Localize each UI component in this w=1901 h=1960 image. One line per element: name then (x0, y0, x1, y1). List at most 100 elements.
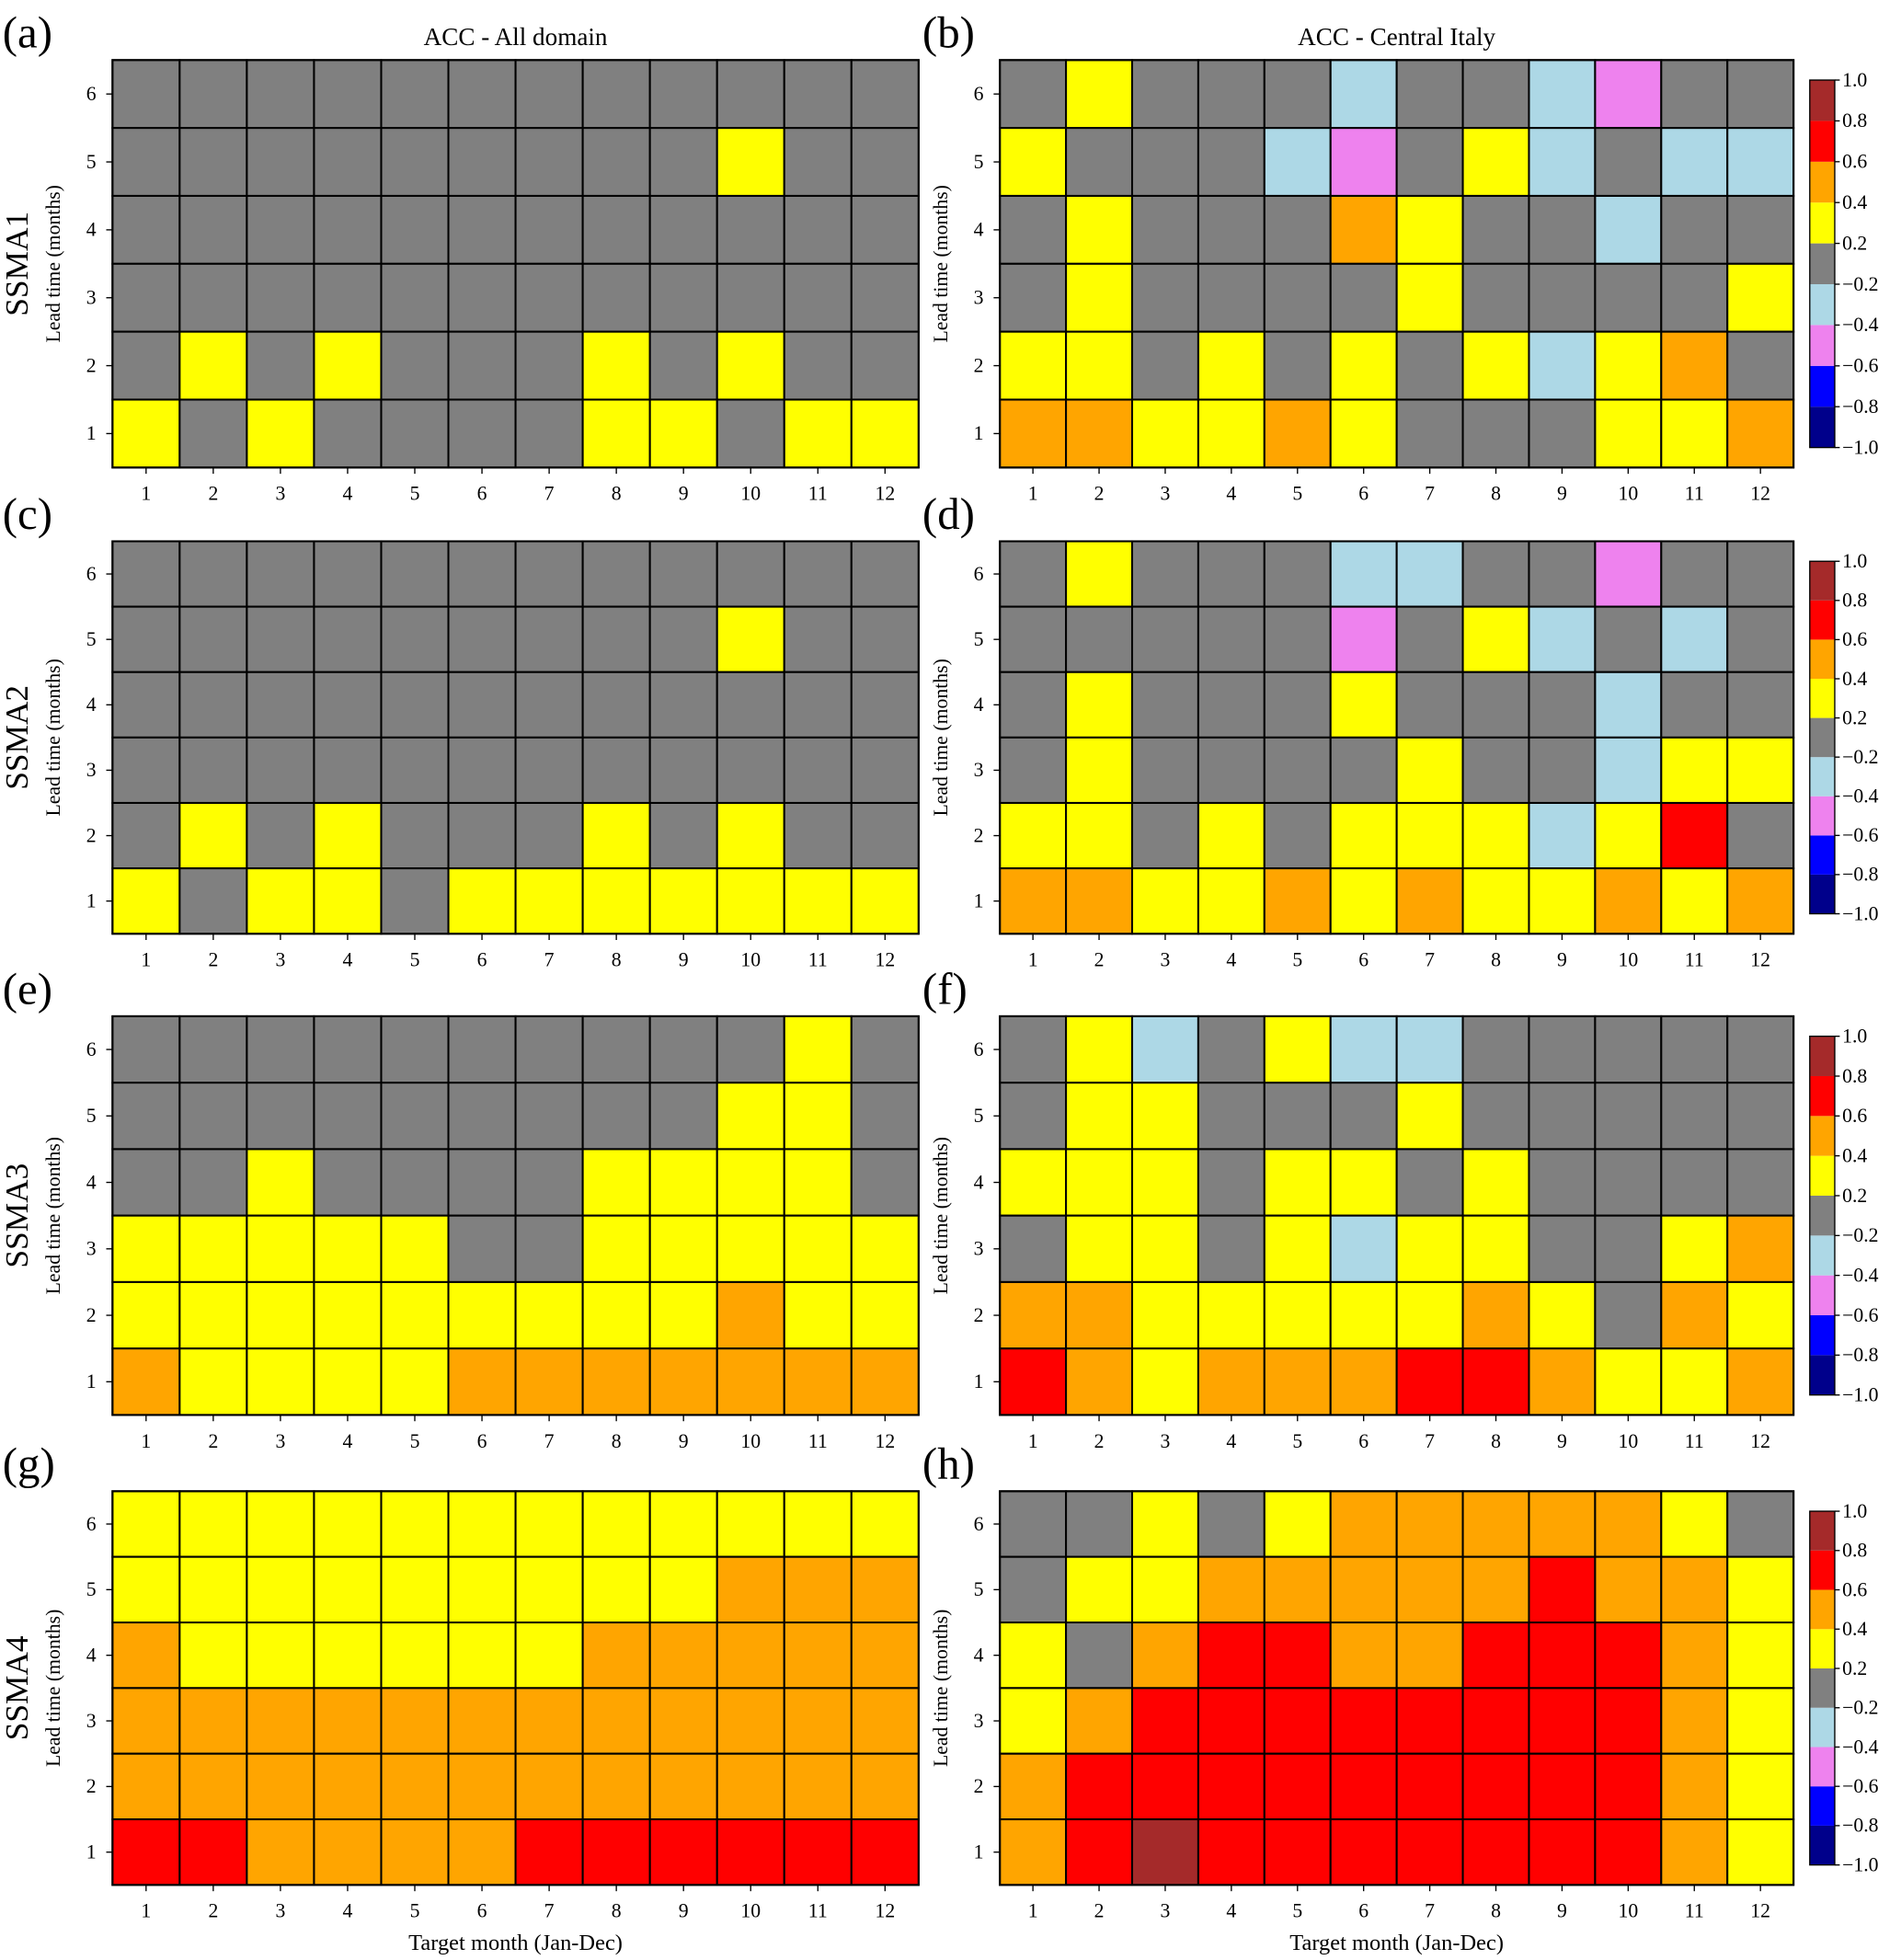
x-tick-label: 9 (1557, 1430, 1567, 1452)
heatmap-cell (783, 1214, 853, 1283)
heatmap-cell (111, 867, 181, 935)
heatmap-cell (111, 1490, 181, 1558)
x-tick-label: 11 (1685, 949, 1704, 971)
heatmap-cell (716, 1687, 785, 1755)
heatmap-cell (178, 398, 248, 469)
heatmap-cell (648, 330, 718, 401)
heatmap-cell (1528, 1148, 1597, 1217)
heatmap-cell (514, 1214, 584, 1283)
heatmap-cell (1528, 1818, 1597, 1886)
heatmap-cell (1594, 801, 1663, 870)
heatmap-cell (1594, 1490, 1663, 1558)
heatmap-cell (380, 1148, 450, 1217)
heatmap-cell (1065, 1014, 1134, 1084)
x-tick-label: 3 (1161, 1900, 1171, 1922)
x-tick-label: 12 (1750, 949, 1770, 971)
heatmap-cell (1660, 1621, 1729, 1690)
heatmap-cell (1065, 671, 1134, 739)
heatmap-cell (1065, 262, 1134, 333)
heatmap-cell (1263, 194, 1332, 265)
heatmap-cell (1594, 330, 1663, 401)
heatmap-cell (380, 1818, 450, 1886)
heatmap-cell (1528, 59, 1597, 130)
heatmap-cell (1329, 1148, 1398, 1217)
heatmap-cell (1329, 801, 1398, 870)
heatmap-cell (1660, 1014, 1729, 1084)
heatmap-cell (1660, 1687, 1729, 1755)
heatmap-cell (1660, 1752, 1729, 1821)
heatmap-cell (313, 1347, 383, 1416)
y-axis-label: Lead time (months) (930, 1137, 952, 1294)
colorbar-tick-label: 0.6 (1842, 1105, 1867, 1127)
heatmap-cell (648, 1214, 718, 1283)
heatmap-cell (447, 1818, 517, 1886)
y-tick-label: 4 (86, 1644, 97, 1666)
heatmap-cell (447, 1490, 517, 1558)
heatmap-cell (178, 1621, 248, 1690)
colorbar-tick-label: −0.6 (1842, 1775, 1879, 1797)
heatmap-cell (1660, 398, 1729, 469)
heatmap-cell (1329, 1347, 1398, 1416)
x-tick-label: 12 (875, 949, 895, 971)
colorbar-tick-label: 0.8 (1842, 109, 1867, 132)
heatmap-cell (648, 398, 718, 469)
heatmap-cell (1594, 59, 1663, 130)
x-tick-label: 10 (740, 949, 761, 971)
heatmap-cell (246, 127, 315, 197)
heatmap-cell (1726, 59, 1795, 130)
heatmap-cell (1329, 540, 1398, 608)
heatmap-cell (1395, 1687, 1464, 1755)
heatmap-cell (783, 605, 853, 673)
heatmap-cell (1263, 330, 1332, 401)
y-tick-label: 4 (974, 219, 984, 241)
x-tick-label: 3 (275, 483, 285, 505)
heatmap-cell (380, 1752, 450, 1821)
x-tick-label: 10 (740, 1900, 761, 1922)
heatmap-cell (999, 540, 1068, 608)
y-tick-label: 1 (974, 422, 984, 444)
plot-frame (111, 540, 920, 935)
heatmap-cell (1197, 540, 1265, 608)
x-tick-label: 2 (208, 1430, 218, 1452)
heatmap-cell (380, 398, 450, 469)
colorbar-tick-label: 0.2 (1842, 1657, 1867, 1679)
heatmap-cell (1594, 1014, 1663, 1084)
heatmap-cell (1197, 1818, 1265, 1886)
colorbar-tick-label: 0.8 (1842, 1065, 1867, 1087)
heatmap-cell (447, 1148, 517, 1217)
colorbar-tick-label: 0.4 (1842, 668, 1867, 690)
heatmap-cell (1263, 605, 1332, 673)
heatmap-cell (1594, 1818, 1663, 1886)
colorbar-segment (1809, 1315, 1835, 1356)
heatmap-cell (514, 1148, 584, 1217)
y-tick-label: 3 (86, 1238, 97, 1260)
colorbar-segment (1809, 1589, 1835, 1630)
heatmap-cell (581, 605, 651, 673)
x-tick-label: 4 (343, 483, 353, 505)
heatmap-cell (783, 1280, 853, 1350)
heatmap-cell (1130, 1280, 1199, 1350)
heatmap-cell (1263, 1014, 1332, 1084)
heatmap-cell (648, 127, 718, 197)
colorbar-tick-label: 0.8 (1842, 1540, 1867, 1562)
heatmap-cell (447, 1214, 517, 1283)
panel-letter: (g) (3, 1438, 55, 1489)
heatmap-cell (1329, 605, 1398, 673)
heatmap-cell (1528, 671, 1597, 739)
heatmap-cell (178, 1555, 248, 1624)
heatmap-cell (716, 605, 785, 673)
heatmap-cell (447, 671, 517, 739)
heatmap-cell (1461, 1014, 1530, 1084)
heatmap-cell (648, 1082, 718, 1151)
heatmap-cell (1329, 1014, 1398, 1084)
colorbar-segment (1809, 1275, 1835, 1316)
x-tick-label: 11 (808, 1430, 828, 1452)
heatmap-cell (850, 540, 920, 608)
x-tick-label: 3 (1161, 483, 1171, 505)
heatmap-cell (514, 194, 584, 265)
heatmap-cell (1263, 398, 1332, 469)
heatmap-cell (447, 1555, 517, 1624)
x-tick-label: 8 (1491, 1900, 1501, 1922)
colorbar-tick-label: −0.4 (1842, 314, 1879, 336)
heatmap-cell (111, 1148, 181, 1217)
